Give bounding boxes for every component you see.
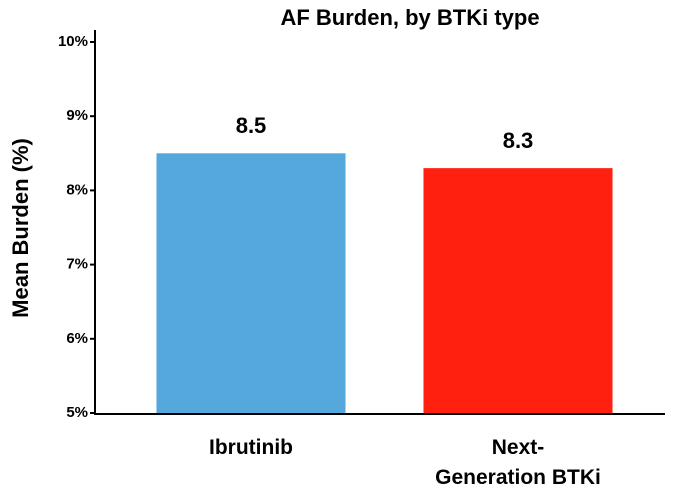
y-tick-label: 5%: [66, 404, 88, 421]
x-tick-label: Next- Generation BTKi: [435, 436, 601, 489]
bar: [156, 153, 346, 414]
x-tick-label: Ibrutinib: [209, 436, 293, 459]
y-tick-label: 9%: [66, 107, 88, 124]
y-tick-label: 10%: [58, 33, 88, 50]
y-tick-label: 7%: [66, 256, 88, 273]
y-tick-label: 8%: [66, 181, 88, 198]
y-axis-label: Mean Burden (%): [8, 138, 33, 318]
bar: [423, 168, 613, 413]
value-label: 8.3: [503, 128, 534, 153]
value-label: 8.5: [236, 113, 267, 138]
chart-title: AF Burden, by BTKi type: [280, 5, 539, 30]
y-tick-label: 6%: [66, 330, 88, 347]
